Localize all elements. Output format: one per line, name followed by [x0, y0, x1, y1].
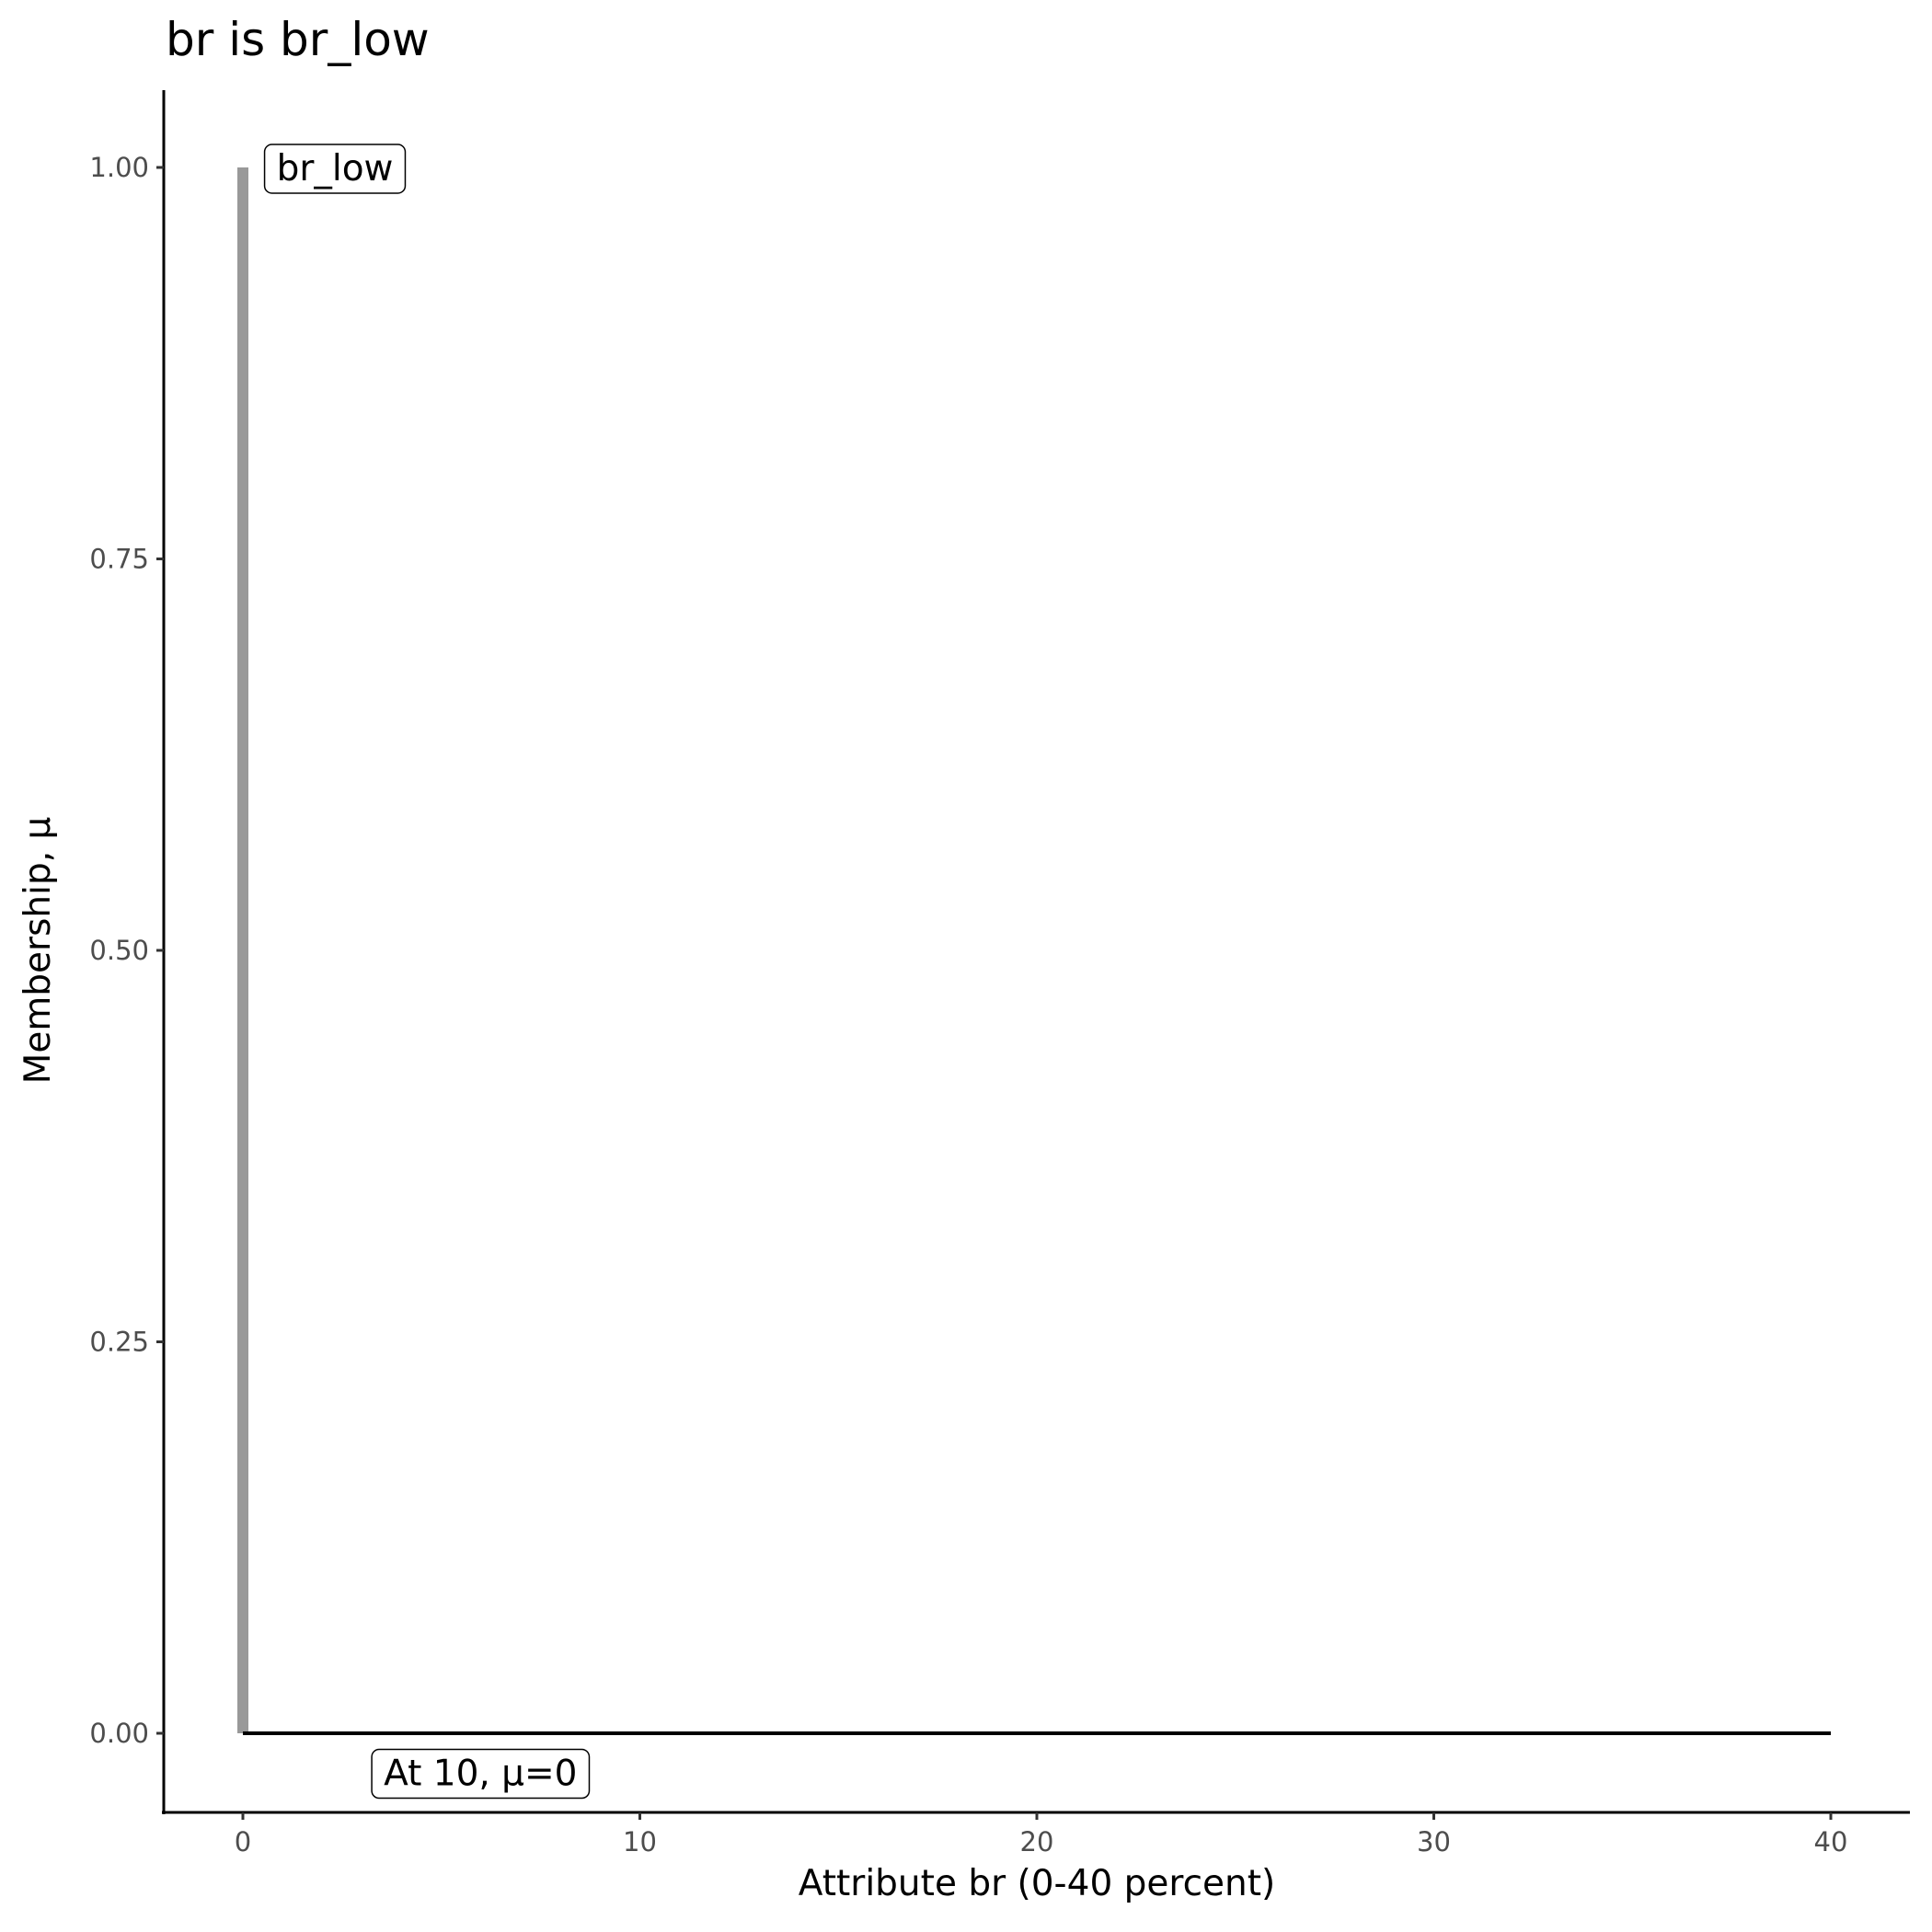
x-tick-label: 0	[235, 1826, 251, 1857]
annotation-label: br_low	[263, 144, 407, 194]
y-axis-title: Membership, μ	[17, 817, 59, 1085]
x-tick-label: 20	[1020, 1826, 1054, 1857]
x-tick-label: 40	[1814, 1826, 1848, 1857]
x-axis-title: Attribute br (0-40 percent)	[799, 1863, 1276, 1904]
y-tick-label: 0.25	[89, 1327, 149, 1358]
annotation-text: br_low	[277, 148, 394, 190]
annotation-label: At 10, μ=0	[371, 1748, 591, 1800]
annotation-box	[371, 1748, 591, 1800]
annotation-box	[263, 144, 407, 194]
annotation-text: At 10, μ=0	[384, 1754, 577, 1795]
chart-title: br is br_low	[166, 13, 430, 66]
x-tick-label: 30	[1417, 1826, 1451, 1857]
y-tick-label: 0.75	[89, 544, 149, 575]
x-tick-label: 10	[623, 1826, 657, 1857]
y-tick-label: 0.50	[89, 935, 149, 966]
y-tick-label: 0.00	[89, 1718, 149, 1749]
y-tick-label: 1.00	[89, 152, 149, 183]
